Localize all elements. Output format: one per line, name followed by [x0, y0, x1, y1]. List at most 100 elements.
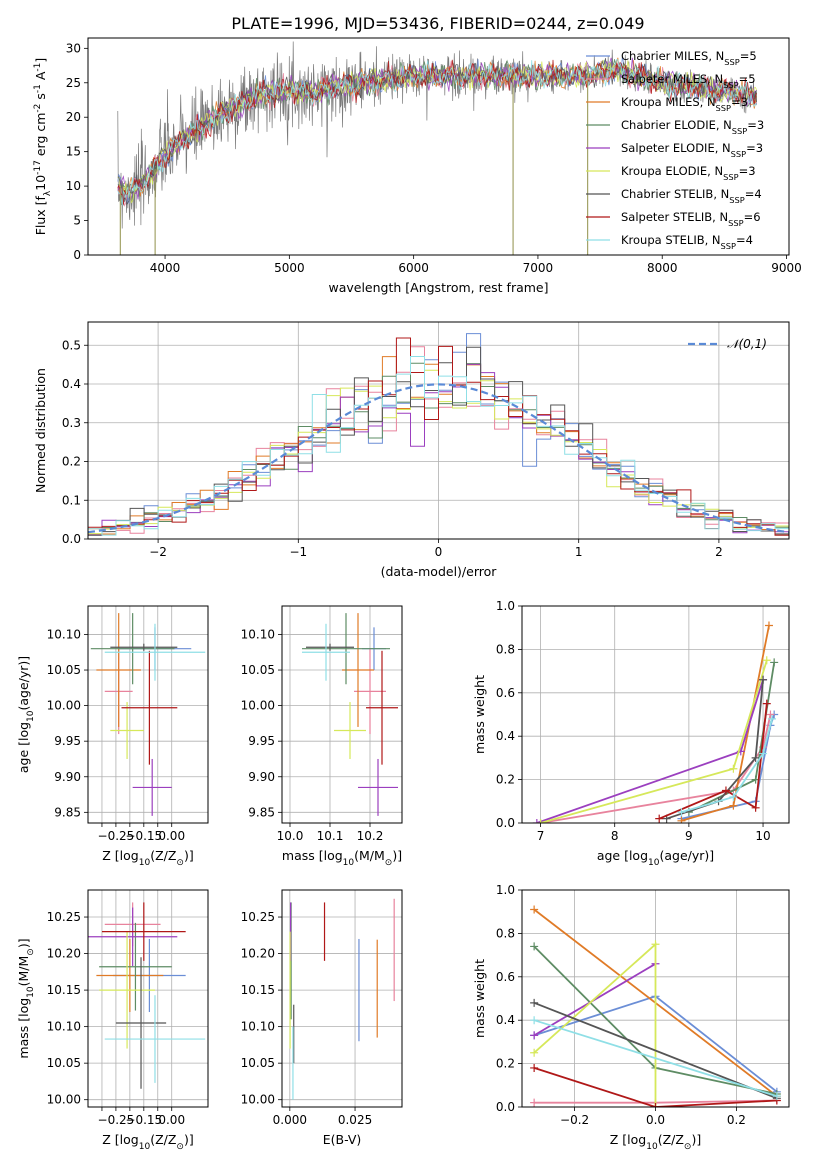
y-tick-label: 9.85	[54, 805, 81, 819]
x-tick-label: 6000	[398, 261, 429, 275]
panels-group: 4000 5000 6000 7000 8000 9000051015202530wave…	[16, 37, 802, 1152]
weight-marker	[762, 656, 771, 665]
y-tick-label: 0.2	[496, 773, 515, 787]
weight-line	[540, 714, 772, 823]
weight-marker	[530, 1098, 539, 1107]
plot-area-weight_vs_age	[532, 621, 779, 823]
legend-label: Kroupa ELODIE, NSSP​=3	[621, 164, 756, 182]
spectrum-model-line	[117, 59, 757, 206]
axes-frame	[281, 605, 403, 824]
axes-frame	[87, 321, 790, 540]
axes-frame	[87, 605, 209, 824]
y-tick-label: 0.0	[496, 816, 515, 830]
y-axis-label: Flux [fλ​10-17​ erg cm-2​ s-1​ A-1​]	[33, 58, 53, 236]
x-tick-label: 2	[715, 545, 723, 559]
weight-line	[681, 718, 773, 813]
x-axis-label: (data-model)/error	[381, 564, 498, 579]
x-tick-label: 1	[575, 545, 583, 559]
y-tick-label: 1.0	[496, 883, 515, 897]
weight-marker	[651, 940, 660, 949]
axes-mass_vs_EBV: 0.000 0.025 10.00 10.05 10.10 10.15 10.20 10.25…	[241, 889, 403, 1147]
axes-spectrum: 4000 5000 6000 7000 8000 9000 0 5 10 15 20 25 30 wave…	[33, 37, 802, 295]
histogram-step	[88, 356, 789, 536]
weight-marker	[677, 816, 686, 823]
weight-marker	[762, 699, 771, 708]
spectrum-legend: Chabrier MILES, NSSP​=5 Salpeter MILES, N…	[586, 49, 764, 251]
y-tick-label: 0.5	[62, 338, 81, 352]
y-tick-label: 0.8	[496, 642, 515, 656]
weight-marker	[729, 792, 738, 801]
y-tick-label: 0.6	[496, 970, 515, 984]
figure-title: PLATE=1996, MJD=53436, FIBERID=0244, z=0…	[231, 14, 644, 33]
legend-label: Salpeter MILES, NSSP​=5	[621, 72, 756, 90]
x-tick-label: −0.15	[125, 829, 162, 843]
x-axis-label: Z [log10​(Z/Z⊙​)]	[102, 848, 193, 868]
axes-frame	[521, 605, 790, 824]
x-tick-label: −0.25	[98, 829, 135, 843]
weight-marker	[655, 814, 664, 823]
y-tick-label: 10.00	[241, 699, 275, 713]
weight-marker	[530, 942, 539, 951]
y-tick-label: 10.00	[47, 699, 81, 713]
weight-marker	[530, 998, 539, 1007]
legend-label: Salpeter ELODIE, NSSP​=3	[621, 141, 763, 159]
weight-marker	[759, 675, 768, 684]
y-tick-label: 1.0	[496, 599, 515, 613]
x-axis-label: age [log10​(age/yr)]	[597, 848, 714, 868]
weight-marker	[772, 1092, 781, 1101]
y-tick-label: 9.95	[248, 734, 275, 748]
y-tick-label: 10.05	[241, 1056, 275, 1070]
x-tick-label: 9000	[771, 261, 802, 275]
axes-weight_vs_age: 7 8 9 10 0.0 0.2 0.4 0.6 0.8 1.0 age [log10​(age/y…	[472, 599, 790, 868]
axes-frame	[521, 889, 790, 1108]
weight-marker	[729, 801, 738, 810]
x-tick-label: −0.2	[560, 1113, 589, 1127]
x-tick-label: 7000	[523, 261, 554, 275]
x-tick-label: 0.025	[338, 1113, 372, 1127]
x-tick-label: −0.15	[125, 1113, 162, 1127]
weight-marker	[721, 786, 730, 795]
y-tick-label: 20	[66, 110, 81, 124]
legend-label: Chabrier ELODIE, NSSP​=3	[621, 118, 764, 136]
x-tick-label: 10.1	[317, 829, 344, 843]
legend-label: Kroupa MILES, NSSP​=3	[621, 95, 748, 113]
y-tick-label: 9.85	[248, 805, 275, 819]
y-tick-label: 25	[66, 76, 81, 90]
y-tick-label: 10.25	[241, 910, 275, 924]
y-tick-label: 0.4	[496, 1013, 515, 1027]
y-tick-label: 10.15	[241, 983, 275, 997]
weight-marker	[530, 1048, 539, 1057]
legend-label: 𝒩(0,1)	[727, 337, 767, 351]
legend-label: Chabrier STELIB, NSSP​=4	[621, 187, 762, 205]
y-tick-label: 0.0	[62, 532, 81, 546]
weight-line	[536, 679, 764, 823]
x-axis-label: Z [log10​(Z/Z⊙​)]	[610, 1132, 701, 1152]
y-tick-label: 0	[73, 248, 81, 262]
y-tick-label: 10.20	[47, 947, 81, 961]
plot-area-age_vs_Z	[90, 613, 206, 816]
x-axis-label: wavelength [Angstrom, rest frame]	[328, 280, 548, 295]
axes-frame	[87, 889, 209, 1108]
weight-marker	[751, 803, 760, 812]
x-tick-label: 0.0	[646, 1113, 665, 1127]
plot-area-weight_vs_Z	[530, 905, 781, 1107]
y-axis-label: Normed distribution	[33, 368, 48, 493]
x-tick-label: 10	[755, 829, 770, 843]
plot-area-mass_vs_Z	[88, 902, 206, 1089]
y-axis-label: age [log10​(age/yr)]	[16, 656, 36, 773]
y-tick-label: 5	[73, 214, 81, 228]
y-tick-label: 10.15	[47, 983, 81, 997]
axes-residual_hist: −2 −1 0 1 2 0.0 0.1 0.2 0.3 0.4 0.5 (data-model)/er…	[33, 321, 790, 579]
y-axis-label: mass weight	[472, 959, 487, 1038]
x-tick-label: 4000	[150, 261, 181, 275]
y-tick-label: 0.6	[496, 686, 515, 700]
weight-marker	[767, 714, 776, 723]
axes-frame	[87, 37, 790, 256]
weight-marker	[766, 710, 775, 719]
plot-area-residual_hist	[88, 333, 789, 536]
y-tick-label: 10.05	[241, 663, 275, 677]
x-tick-label: 10.2	[357, 829, 384, 843]
y-tick-label: 10.10	[241, 627, 275, 641]
weight-marker	[651, 1103, 660, 1107]
x-tick-label: 5000	[274, 261, 305, 275]
